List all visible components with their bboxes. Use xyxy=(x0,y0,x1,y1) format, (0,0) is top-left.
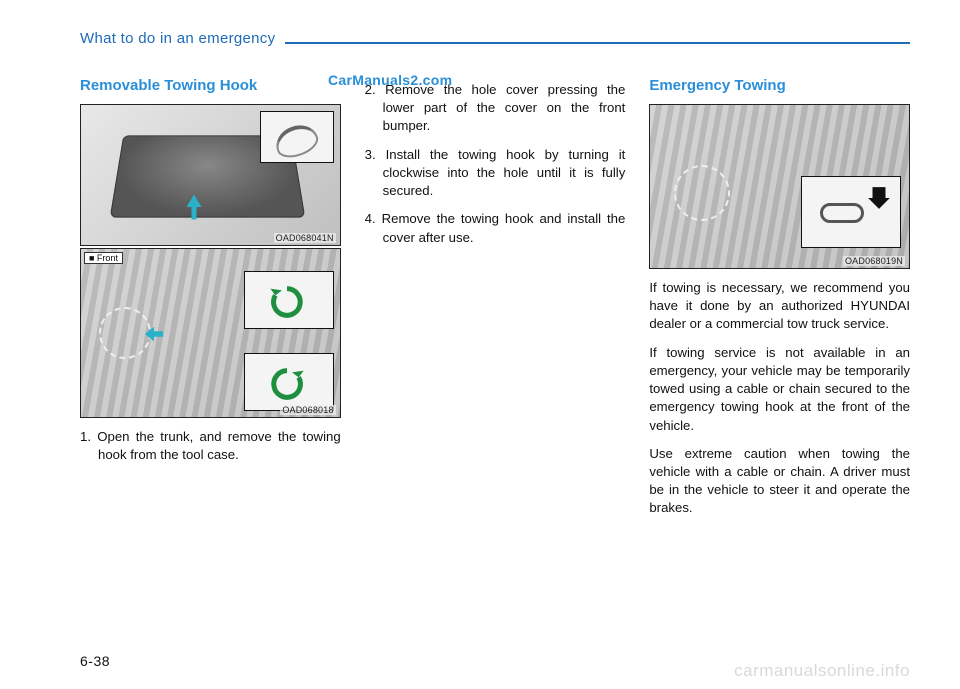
arrow-left-icon xyxy=(141,323,167,345)
inset-step-remove-cover xyxy=(244,271,334,329)
content-columns: Removable Towing Hook OAD068041N ■ Front xyxy=(80,77,910,528)
steps-list-col2: 2. Remove the hole cover pressing the lo… xyxy=(365,81,626,247)
rotate-arrow-icon xyxy=(267,364,307,404)
heading-removable-towing-hook: Removable Towing Hook xyxy=(80,77,341,94)
paragraph: If towing is necessary, we recom­mend yo… xyxy=(649,279,910,334)
step-item: 1. Open the trunk, and remove the towing… xyxy=(80,428,341,464)
step-item: 2. Remove the hole cover pressing the lo… xyxy=(365,81,626,136)
rotate-arrow-icon xyxy=(267,282,307,322)
page-number: 6-38 xyxy=(80,653,110,669)
column-2: 2. Remove the hole cover pressing the lo… xyxy=(365,77,626,528)
figure-caption: OAD068019N xyxy=(843,256,905,266)
chapter-title: What to do in an emergency xyxy=(80,30,275,47)
manual-page: What to do in an emergency CarManuals2.c… xyxy=(0,0,960,689)
paragraph: If towing service is not available in an… xyxy=(649,344,910,435)
figure-emergency-towing: OAD068019N xyxy=(649,104,910,269)
figure-caption: OAD068018 xyxy=(280,405,335,415)
towing-hook-icon xyxy=(820,203,864,223)
inset-towing-hook xyxy=(260,111,334,163)
figure-trunk-hook: OAD068041N xyxy=(80,104,341,246)
column-1: Removable Towing Hook OAD068041N ■ Front xyxy=(80,77,341,528)
figure-front-bumper: ■ Front OAD068018 xyxy=(80,248,341,418)
towing-hook-icon xyxy=(271,120,322,163)
arrow-down-icon xyxy=(866,183,892,213)
inset-hook-installed xyxy=(801,176,901,248)
figure-badge-front: ■ Front xyxy=(84,252,123,264)
watermark-bottom: carmanualsonline.info xyxy=(734,661,910,681)
body-text-col3: If towing is necessary, we recom­mend yo… xyxy=(649,279,910,518)
arrow-up-icon xyxy=(179,192,209,222)
inset-step-install-hook xyxy=(244,353,334,411)
watermark-top: CarManuals2.com xyxy=(328,72,452,88)
chapter-header: What to do in an emergency xyxy=(80,30,910,47)
heading-emergency-towing: Emergency Towing xyxy=(649,77,910,94)
figure-caption: OAD068041N xyxy=(274,233,336,243)
column-3: Emergency Towing OAD068019N If towing is… xyxy=(649,77,910,528)
paragraph: Use extreme caution when towing the vehi… xyxy=(649,445,910,518)
step-item: 4. Remove the towing hook and install th… xyxy=(365,210,626,246)
steps-list-col1: 1. Open the trunk, and remove the towing… xyxy=(80,428,341,464)
hook-hole-indicator xyxy=(674,165,730,221)
step-item: 3. Install the towing hook by turning it… xyxy=(365,146,626,201)
header-rule xyxy=(285,42,910,44)
